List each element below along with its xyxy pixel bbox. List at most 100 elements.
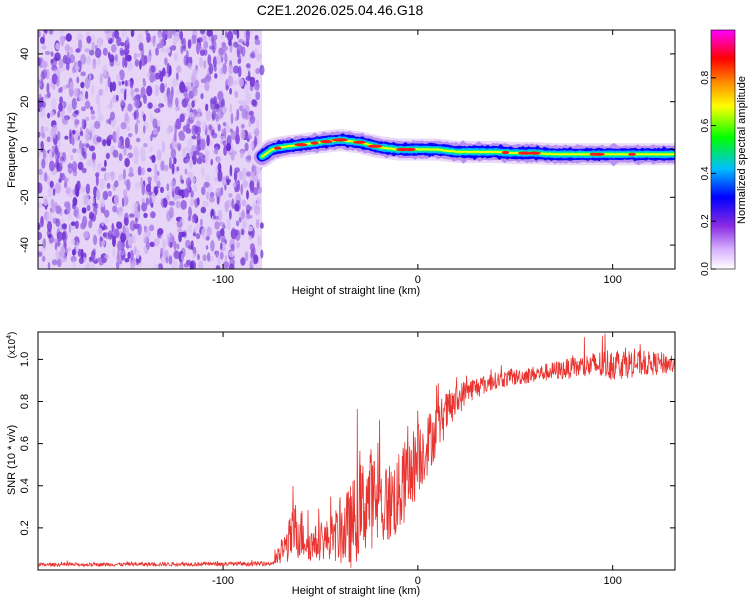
- noise-speckle: [185, 158, 190, 164]
- noise-speckle: [90, 115, 96, 120]
- noise-speckle: [115, 94, 119, 102]
- noise-speckle: [151, 192, 156, 203]
- noise-speckle: [106, 172, 110, 181]
- noise-speckle: [112, 205, 118, 213]
- noise-speckle: [153, 172, 158, 183]
- noise-speckle: [80, 54, 87, 65]
- noise-speckle: [55, 218, 61, 227]
- noise-speckle: [39, 106, 46, 119]
- noise-speckle: [154, 186, 159, 195]
- noise-speckle: [214, 146, 219, 155]
- noise-speckle: [56, 258, 62, 268]
- noise-speckle: [244, 251, 249, 262]
- noise-speckle: [222, 122, 227, 127]
- noise-speckle: [171, 163, 175, 175]
- noise-speckle: [167, 92, 174, 105]
- noise-speckle: [175, 97, 179, 108]
- signal-peak: [528, 151, 541, 155]
- noise-speckle: [91, 152, 97, 161]
- noise-speckle: [137, 223, 142, 236]
- noise-speckle: [104, 159, 107, 168]
- noise-speckle: [57, 110, 60, 118]
- noise-speckle: [162, 30, 168, 39]
- noise-speckle: [73, 88, 79, 98]
- noise-speckle: [246, 190, 249, 200]
- noise-speckle: [152, 127, 158, 135]
- noise-speckle: [85, 183, 91, 195]
- noise-speckle: [164, 164, 169, 172]
- noise-speckle: [185, 127, 192, 134]
- noise-speckle: [251, 99, 257, 106]
- noise-speckle: [75, 186, 80, 198]
- noise-speckle: [42, 96, 47, 103]
- noise-speckle: [100, 221, 105, 227]
- noise-speckle: [41, 100, 46, 109]
- noise-speckle: [60, 35, 65, 47]
- noise-speckle: [237, 65, 242, 78]
- noise-speckle: [254, 204, 261, 216]
- noise-speckle: [95, 93, 101, 105]
- noise-speckle: [116, 73, 121, 82]
- noise-speckle: [67, 162, 73, 174]
- noise-speckle: [65, 43, 70, 54]
- noise-speckle: [91, 41, 95, 52]
- noise-speckle: [39, 81, 42, 88]
- noise-speckle: [102, 190, 109, 201]
- noise-speckle: [235, 199, 241, 212]
- noise-speckle: [145, 183, 152, 193]
- noise-speckle: [134, 87, 140, 93]
- noise-speckle: [164, 92, 168, 102]
- noise-speckle: [137, 33, 144, 43]
- noise-speckle: [255, 178, 261, 183]
- y-tick-label: 0: [19, 146, 31, 152]
- noise-speckle: [206, 30, 213, 37]
- noise-speckle: [165, 47, 171, 54]
- noise-speckle: [217, 256, 221, 266]
- noise-speckle: [50, 127, 57, 139]
- noise-speckle: [58, 102, 63, 112]
- noise-speckle: [98, 88, 104, 96]
- noise-speckle: [41, 132, 46, 139]
- noise-speckle: [77, 161, 84, 171]
- noise-speckle: [109, 59, 115, 67]
- noise-speckle: [235, 220, 240, 227]
- noise-speckle: [214, 73, 218, 79]
- noise-speckle: [196, 145, 200, 155]
- noise-speckle: [80, 81, 85, 89]
- noise-speckle: [191, 75, 196, 85]
- snr-multiplier-base: (x10: [7, 338, 18, 358]
- noise-speckle: [51, 97, 57, 110]
- snr-multiplier-exp: 4: [6, 335, 13, 339]
- noise-speckle: [216, 230, 222, 239]
- colorbar-tick-label: 0.0: [700, 262, 711, 276]
- noise-speckle: [127, 133, 133, 138]
- noise-speckle: [162, 238, 166, 250]
- noise-speckle: [38, 142, 41, 154]
- noise-speckle: [257, 186, 262, 194]
- noise-speckle: [42, 255, 46, 262]
- noise-speckle: [256, 53, 261, 62]
- noise-speckle: [97, 257, 102, 262]
- noise-speckle: [204, 149, 210, 157]
- noise-speckle: [85, 128, 90, 135]
- noise-speckle: [55, 42, 60, 51]
- noise-speckle: [95, 172, 100, 178]
- noise-speckle: [209, 139, 213, 147]
- noise-speckle: [160, 247, 164, 255]
- noise-speckle: [114, 30, 120, 39]
- noise-speckle: [187, 148, 192, 153]
- snr-panel: -100 0 100 0.2 0.4 0.6 0.8 1.0 Height of straig…: [6, 331, 676, 597]
- noise-speckle: [94, 47, 102, 59]
- noise-speckle: [187, 138, 194, 147]
- noise-speckle: [172, 78, 178, 87]
- noise-speckle: [199, 138, 206, 151]
- noise-speckle: [108, 134, 113, 140]
- noise-speckle: [199, 218, 203, 227]
- noise-speckle: [112, 226, 116, 239]
- snr-xlabel: Height of straight line (km): [292, 585, 420, 597]
- noise-speckle: [220, 135, 225, 140]
- noise-speckle: [120, 122, 127, 130]
- noise-speckle: [220, 186, 224, 196]
- noise-speckle: [189, 158, 193, 169]
